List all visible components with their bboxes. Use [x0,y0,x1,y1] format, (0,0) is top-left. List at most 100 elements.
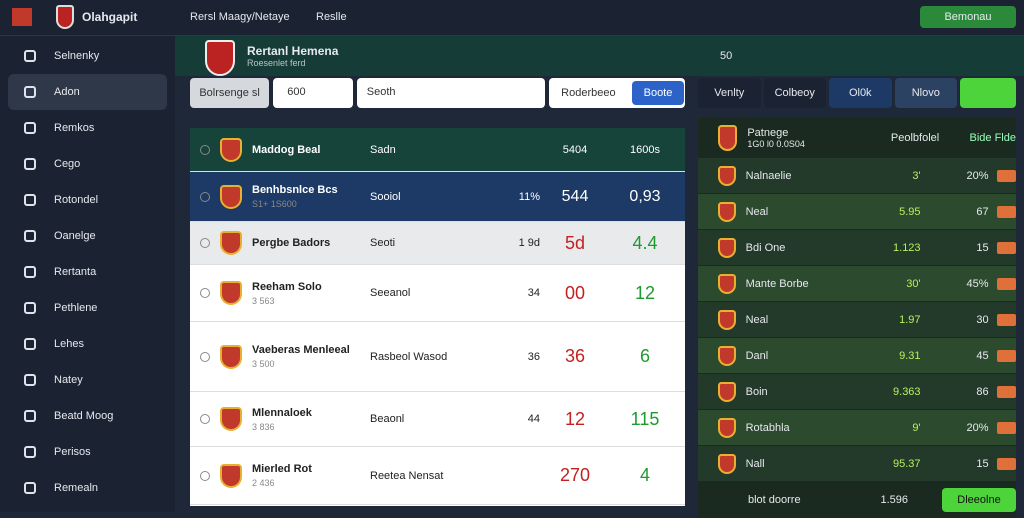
nav-label: Remkos [54,122,95,134]
match-sub: S1+ 1S600 [252,199,297,209]
nav-item[interactable]: Remkos [8,110,167,146]
nav-icon [24,410,36,422]
nav-item[interactable]: Perisos [8,434,167,470]
side-badge [996,277,1017,290]
input[interactable]: 600 [273,78,353,108]
side-badge [996,385,1017,398]
side-row[interactable]: Mante Borbe 30' 45% [698,266,1017,302]
nav-label: Selnenky [54,50,100,62]
side-action[interactable] [960,78,1016,108]
match-sub: 3 836 [252,421,275,432]
header-stat: 50 [720,50,733,62]
breadcrumb[interactable]: Reslle [316,11,347,23]
radio[interactable] [200,414,210,424]
value: 4.4 [632,232,658,253]
nav-item[interactable]: Remealn [8,470,167,506]
brand: Olahgapit [82,10,138,24]
nav-item[interactable]: Pethlene [8,290,167,326]
match-name: Reeham Solo [252,280,322,293]
side-v2: 15 [976,241,989,254]
footer-button[interactable]: Dleeolne [942,487,1016,512]
footer-label: blot doorre [748,493,801,506]
footer-button-label: Dleeolne [957,493,1001,506]
team: Reetea Nensat [370,469,444,482]
nav-label: Lehes [54,338,84,350]
nav-item[interactable]: Rotondel [8,182,167,218]
side-tab[interactable]: Venlty [698,78,761,108]
search[interactable]: Seoth [356,78,546,108]
side-tab[interactable]: Nlovo [894,78,957,108]
name-cell: Pergbe Badors [252,237,370,249]
filter-button[interactable]: Boote [631,81,685,105]
side-tab[interactable]: Colbeoy [763,78,826,108]
side-tab[interactable]: Ol0k [829,78,892,108]
nav-item[interactable]: Rertanta [8,254,167,290]
match-name: Benhbsnlce Bcs [252,184,338,196]
team-crest [718,273,736,294]
nav-item[interactable]: Beatd Moog [8,398,167,434]
match-row[interactable]: Vaeberas Menleeal 3 500 Rasbeol Wasod 36 36 6 [190,322,685,392]
side-sub: 1G0 l0 0.0S04 [747,138,805,149]
side-footer: blot doorre 1.596 Dleeolne [698,482,1016,518]
team-crest [718,417,736,438]
nav-item[interactable]: Cego [8,146,167,182]
side-row[interactable]: Neal 1.97 30 [698,302,1017,338]
match-row[interactable]: Mlennaloek 3 836 Beaonl 44 12 115 [190,392,685,447]
side-name: Neal [745,313,769,326]
nav-item[interactable]: Natey [8,362,167,398]
radio[interactable] [200,191,210,202]
value: 12 [634,282,656,303]
side-row[interactable]: Bdi One 1.123 15 [698,230,1017,266]
side-v1: 9.363 [893,385,921,398]
tab[interactable]: Roderbeeo [561,87,616,99]
side-row[interactable]: Nall 95.37 15 [698,446,1017,482]
nav-icon [24,194,36,206]
side-v1: 30' [906,277,921,290]
side-row[interactable]: Rotabhla 9' 20% [698,410,1017,446]
nav-item[interactable]: Oanelge [8,218,167,254]
side-row[interactable]: Neal 5.95 67 [698,194,1017,230]
team-crest [220,344,242,369]
match-row[interactable]: Reeham Solo 3 563 Seeanol 34 00 12 [190,265,685,322]
radio[interactable] [200,351,210,362]
match-row[interactable]: Maddog Beal Sadn 5404 1600s [190,128,685,172]
nav-icon [24,158,36,170]
side-row[interactable]: Boin 9.363 86 [698,374,1017,410]
side-v2: 86 [976,385,989,398]
team: Sadn [370,143,396,156]
nav-label: Beatd Moog [54,410,114,422]
top-button[interactable]: Bemonau [920,6,1016,28]
name-cell: Reeham Solo 3 563 [252,281,370,306]
nav-item[interactable]: Selnenky [8,38,167,74]
nav-icon [24,374,36,386]
select[interactable]: Bolrsenge sl [190,78,270,108]
name-cell: Benhbsnlce Bcs S1+ 1S600 [252,184,370,209]
match-list: Maddog Beal Sadn 5404 1600s Benhbsnlce Bcs S1… [190,128,685,506]
radio[interactable] [200,144,210,155]
button-label: Bemonau [944,11,992,23]
team-crest [220,137,242,162]
match-row[interactable]: Mierled Rot 2 436 Reetea Nensat 270 4 [190,447,685,505]
score: 5d [564,232,586,253]
match-sub: 2 436 [252,478,275,488]
side-name: Neal [745,205,769,218]
team: Rasbeol Wasod [370,350,448,363]
match-sub: 3 563 [252,295,275,306]
radio[interactable] [200,288,210,298]
radio[interactable] [200,470,210,481]
side-v1: 9.31 [899,349,921,362]
radio[interactable] [200,238,210,248]
breadcrumb[interactable]: Rersl Maagy/Netaye [190,11,290,23]
side-row[interactable]: Danl 9.31 45 [698,338,1017,374]
side-v2: 67 [976,205,989,218]
head-cell: Patnege 1G0 l0 0.0S04 [747,127,833,149]
match-row[interactable]: Pergbe Badors Seoti 1 9d 5d 4.4 [190,222,685,265]
search-label: Seoth [366,86,396,98]
side-name: Rotabhla [745,421,790,434]
side-row[interactable]: Nalnaelie 3' 20% [698,158,1017,194]
nav-item[interactable]: Adon [8,74,167,110]
nav-item[interactable]: Lehes [8,326,167,362]
trend: 1 9d [518,237,540,249]
match-row[interactable]: Benhbsnlce Bcs S1+ 1S600 Sooiol 11% 544 0,93 [190,172,685,222]
